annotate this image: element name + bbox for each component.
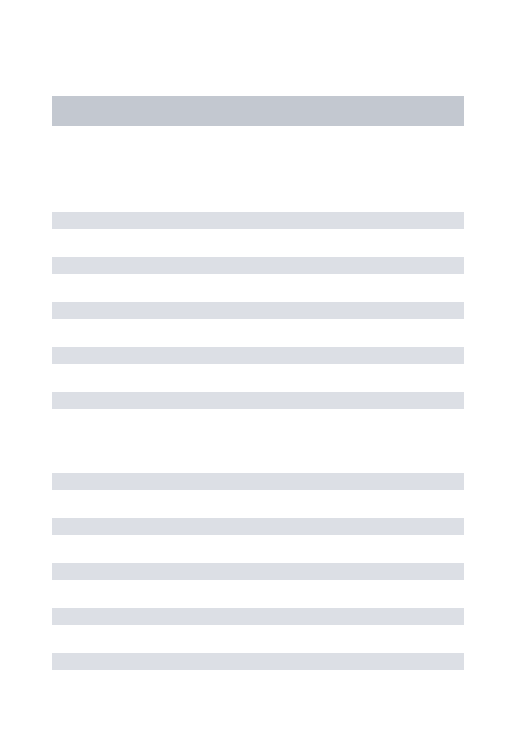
skeleton-group-gap [52, 437, 464, 473]
skeleton-container [0, 0, 516, 750]
skeleton-line [52, 563, 464, 580]
skeleton-line [52, 473, 464, 490]
skeleton-line [52, 347, 464, 364]
skeleton-line [52, 212, 464, 229]
skeleton-line [52, 302, 464, 319]
skeleton-line [52, 608, 464, 625]
skeleton-line [52, 653, 464, 670]
skeleton-line [52, 518, 464, 535]
skeleton-line [52, 392, 464, 409]
skeleton-line [52, 257, 464, 274]
skeleton-group [52, 212, 464, 670]
skeleton-header-bar [52, 96, 464, 126]
